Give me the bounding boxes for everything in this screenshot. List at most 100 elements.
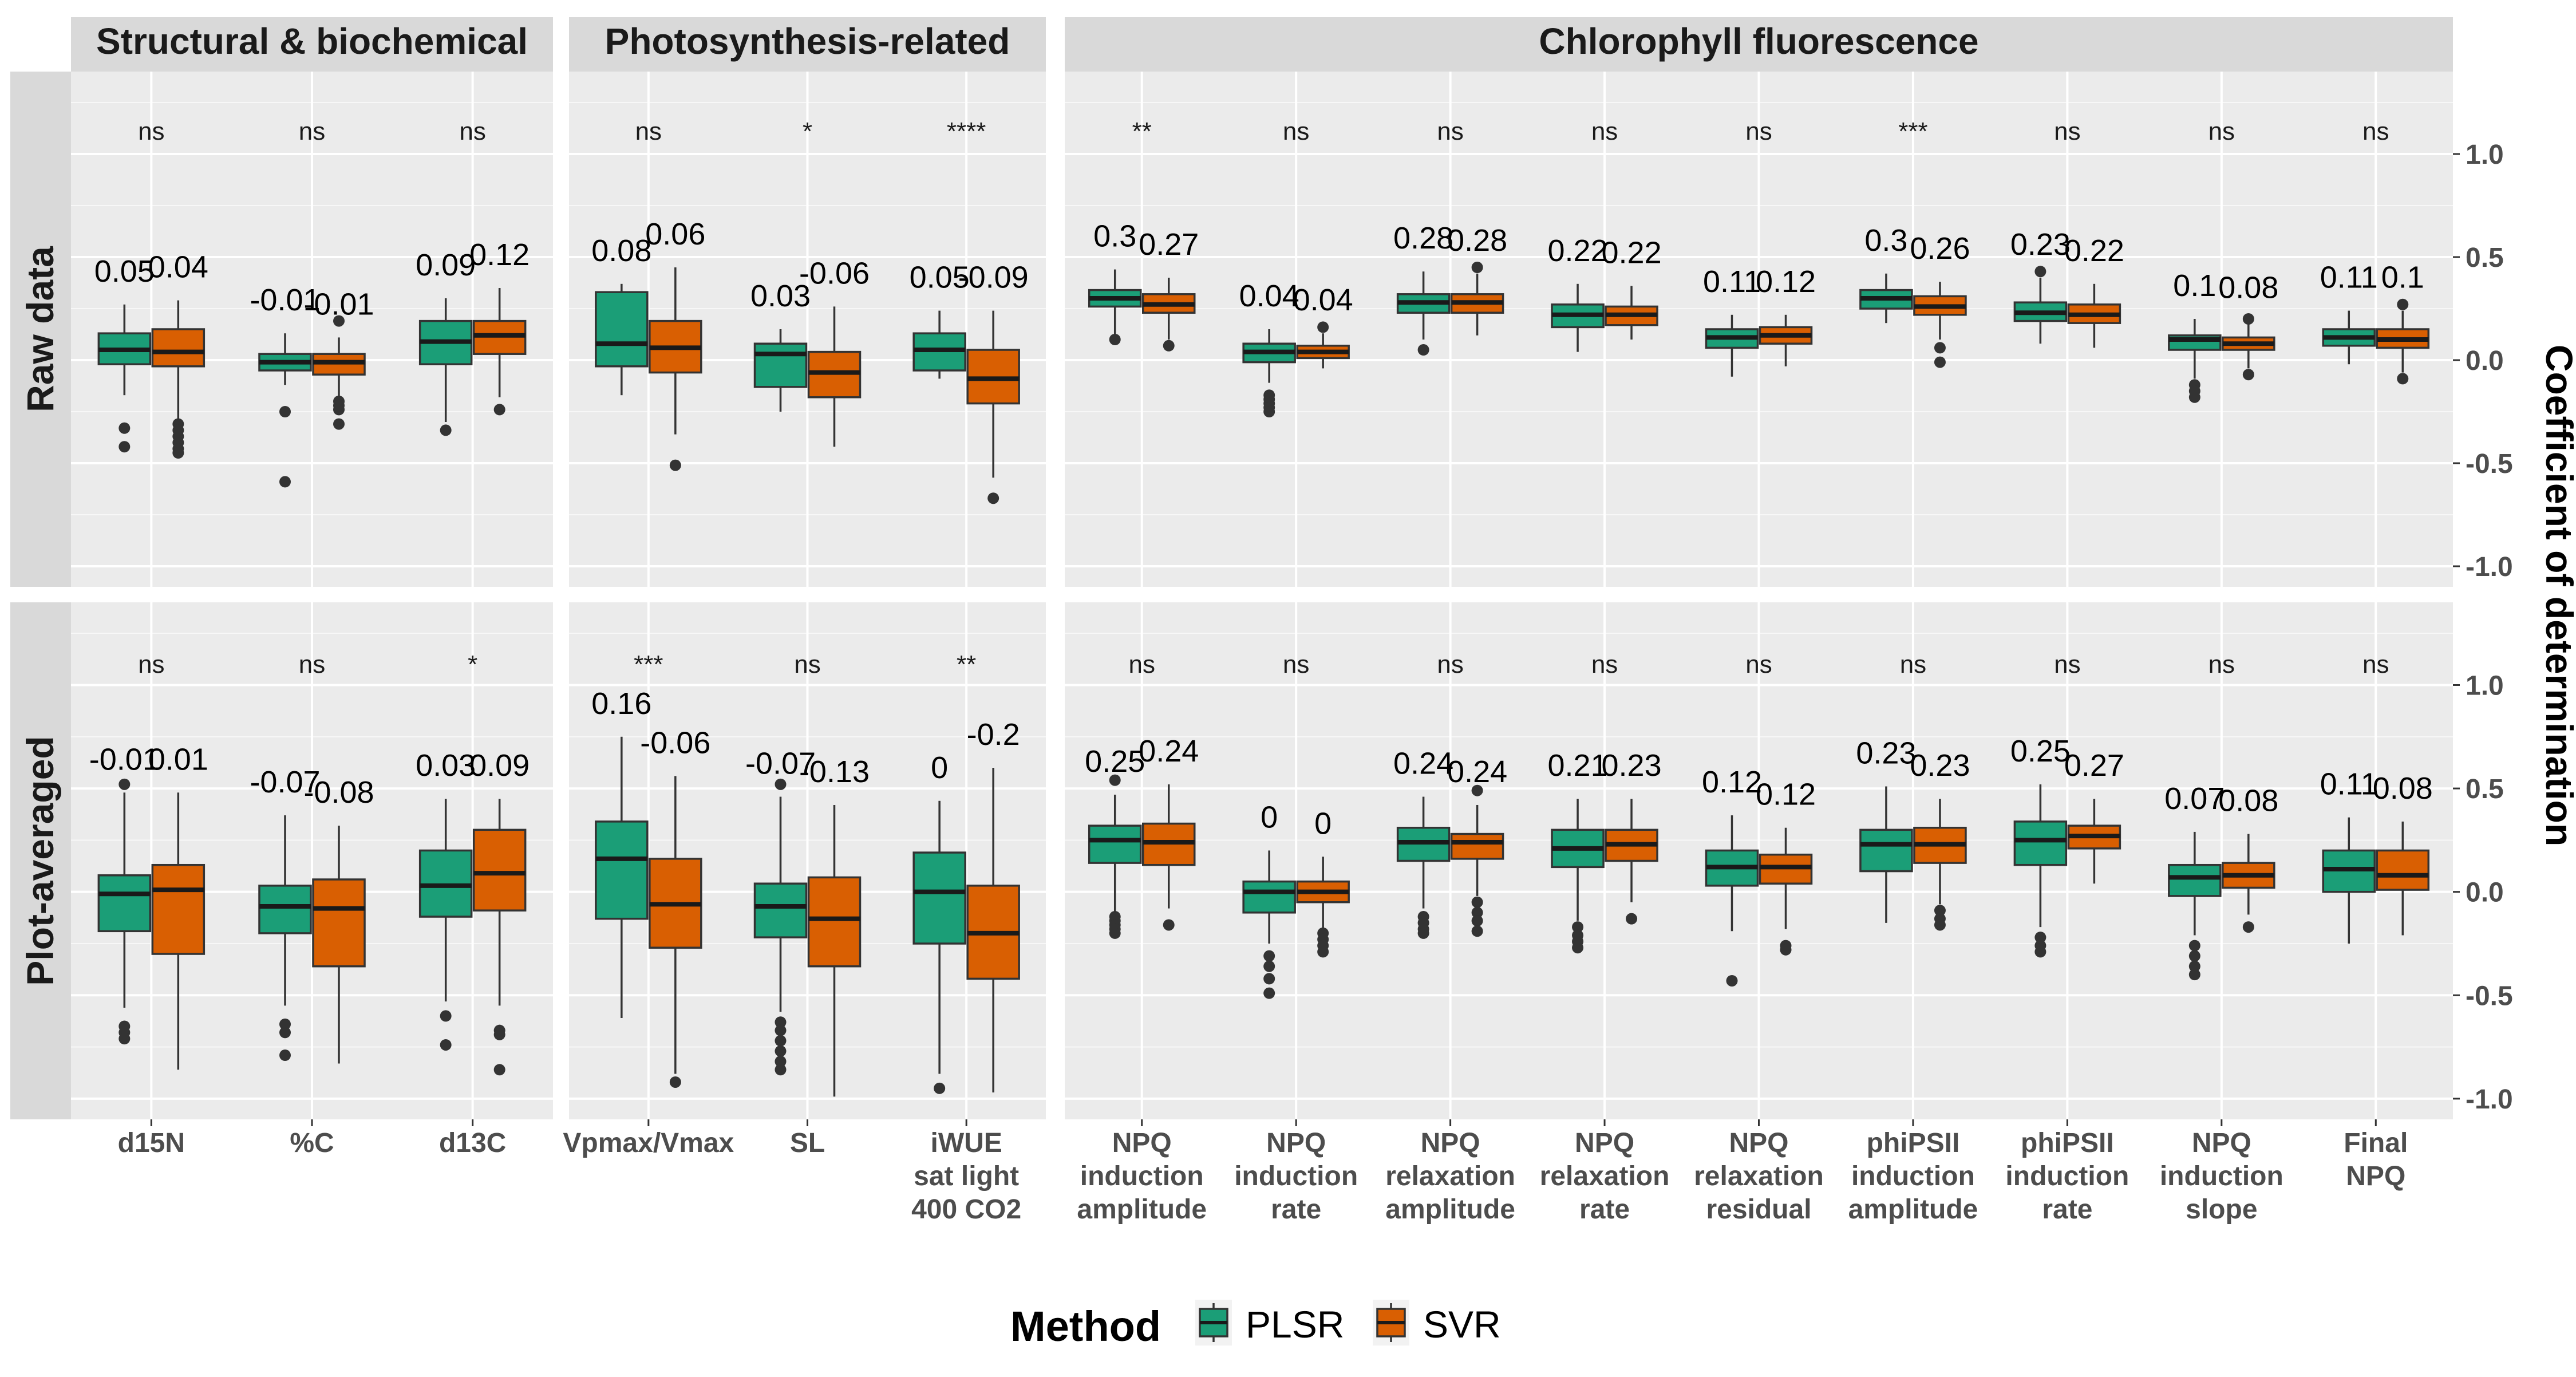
box-body — [1088, 824, 1142, 864]
significance-label: ns — [1591, 650, 1618, 678]
outlier-point — [2242, 313, 2254, 325]
y-tick-label: 0.5 — [2466, 774, 2504, 804]
outlier-point — [2188, 950, 2200, 962]
trait-group: ns -0.01-0.01 — [250, 117, 374, 488]
median-value-label: 0.3 — [1093, 219, 1136, 254]
outlier-point — [1726, 974, 1738, 987]
outlier-point — [279, 1027, 291, 1039]
median-value-label: 0.04 — [1293, 283, 1353, 317]
y-tick-label: -1.0 — [2466, 1084, 2513, 1115]
significance-label: ns — [1437, 650, 1463, 678]
box-body — [2376, 849, 2430, 891]
box-svr: -0.13 — [799, 755, 870, 1097]
legend-label: SVR — [1423, 1303, 1501, 1346]
outlier-point — [2242, 369, 2254, 381]
x-tick-label-line: induction — [2160, 1161, 2283, 1191]
box-svr: 0.22 — [1602, 235, 1662, 340]
box-body — [753, 342, 808, 388]
legend-label: PLSR — [1246, 1303, 1344, 1346]
x-tick-label-line: 400 CO2 — [911, 1194, 1021, 1225]
box-plsr: 0.12 — [1702, 765, 1762, 987]
box-plsr: 0.07 — [2164, 782, 2225, 981]
box-svr: 0.04 — [148, 250, 208, 459]
outlier-point — [987, 492, 999, 504]
outlier-point — [2034, 266, 2046, 278]
box-svr: 0.27 — [2064, 748, 2124, 884]
box-svr: 0.08 — [2373, 771, 2433, 936]
box-body — [2013, 820, 2068, 866]
significance-label: ns — [2362, 117, 2389, 145]
outlier-point — [1263, 960, 1275, 972]
box-plsr: -0.01 — [250, 283, 321, 488]
median-value-label: 0.22 — [2064, 234, 2124, 268]
median-value-label: 0.25 — [1085, 744, 1145, 779]
x-tick-label-line: amplitude — [1385, 1194, 1515, 1225]
y-tick-label: 1.0 — [2466, 670, 2504, 701]
y-tick-label: 0.0 — [2466, 878, 2504, 908]
box-body — [312, 878, 366, 968]
outlier-point — [1417, 344, 1429, 356]
x-tick-label-line: NPQ — [2192, 1128, 2251, 1158]
x-tick-label-line: sat light — [914, 1161, 1019, 1191]
significance-label: ** — [957, 650, 976, 678]
x-tick-label-line: iWUE — [931, 1128, 1002, 1158]
outlier-point — [1934, 919, 1946, 931]
trait-group: ns 0.070.08 — [2164, 650, 2278, 981]
outlier-point — [1163, 919, 1175, 931]
facet-panel: ns 0.080.06 * 0.03-0.06 **** 0.05-0.09 — [569, 72, 1046, 587]
outlier-point — [279, 1018, 291, 1030]
box-body — [151, 863, 206, 955]
outlier-point — [1317, 946, 1329, 958]
trait-group: ns -0.07-0.13 — [745, 650, 870, 1097]
x-tick-label-line: induction — [1080, 1161, 1204, 1191]
outlier-point — [1263, 950, 1275, 962]
box-body — [97, 874, 152, 933]
x-tick-label: NPQ relaxation amplitude — [1385, 1128, 1515, 1225]
significance-label: ns — [1437, 117, 1463, 145]
box-plsr: 0 — [912, 751, 966, 1094]
trait-group: *** 0.3 0.26 — [1859, 117, 1970, 368]
outlier-point — [2188, 960, 2200, 972]
legend-title: Method — [1010, 1303, 1161, 1350]
facet-panel: *** 0.16 -0.06 ns -0.07-0.13 ** 0 -0.2 — [569, 602, 1046, 1119]
x-tick-label: d15N — [118, 1128, 185, 1158]
x-tick-label-line: NPQ — [1575, 1128, 1634, 1158]
outlier-point — [440, 1010, 452, 1022]
median-value-label: 0.27 — [2064, 748, 2124, 783]
box-plsr: 0.11 — [2320, 261, 2378, 365]
median-value-label: -0.06 — [640, 725, 710, 760]
box-plsr: 0.16 — [591, 686, 651, 1019]
significance-label: ** — [1132, 117, 1152, 145]
box-body — [807, 876, 862, 968]
significance-label: ns — [299, 650, 325, 678]
trait-group: ns 0.220.22 — [1548, 117, 1662, 352]
trait-group: ns 0.1 0.08 — [2168, 117, 2278, 403]
median-value-label: 0.28 — [1447, 223, 1507, 258]
facet-strip-row — [10, 602, 71, 1119]
x-tick-label-line: phiPSII — [2021, 1128, 2114, 1158]
significance-label: ns — [1745, 117, 1772, 145]
significance-label: ns — [1283, 117, 1309, 145]
x-tick-label-line: NPQ — [1266, 1128, 1326, 1158]
trait-group: **** 0.05-0.09 — [910, 117, 1029, 504]
box-plsr: 0.23 — [2010, 227, 2071, 344]
significance-label: ns — [1745, 650, 1772, 678]
significance-label: ns — [459, 117, 485, 145]
box-plsr: 0.11 — [1703, 265, 1761, 377]
box-svr: 0.08 — [2218, 271, 2278, 381]
median-value-label: 0.07 — [2164, 782, 2225, 816]
median-value-label: 0.03 — [416, 748, 476, 783]
median-value-label: 0.03 — [750, 279, 811, 313]
significance-label: * — [803, 117, 812, 145]
facet-strip-column — [71, 17, 553, 72]
outlier-point — [493, 1064, 505, 1076]
box-svr: -0.01 — [303, 287, 374, 430]
trait-group: ns 0.240.24 — [1393, 650, 1507, 939]
box-plsr: 0.1 — [2168, 269, 2222, 403]
outlier-point — [440, 424, 452, 436]
outlier-point — [2397, 298, 2409, 310]
trait-group: ns -0.07-0.08 — [250, 650, 374, 1064]
significance-label: ns — [2362, 650, 2389, 678]
x-tick-label-line: residual — [1706, 1194, 1811, 1225]
outlier-point — [333, 418, 345, 430]
